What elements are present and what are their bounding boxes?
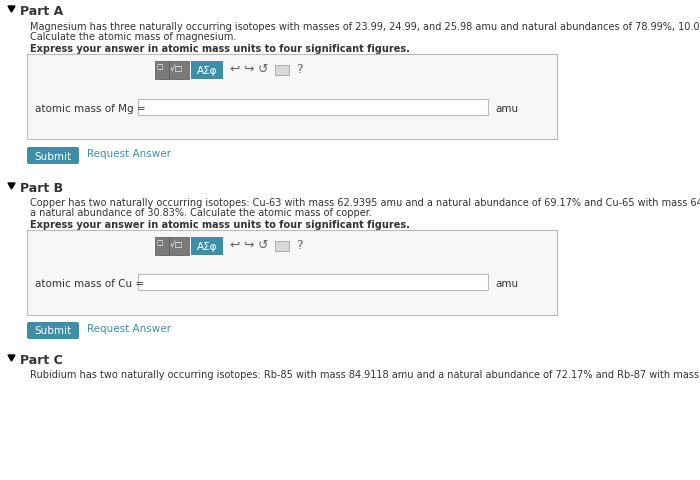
Text: Submit: Submit xyxy=(34,326,71,336)
Text: atomic mass of Cu =: atomic mass of Cu = xyxy=(35,278,144,288)
Text: a natural abundance of 30.83%. Calculate the atomic mass of copper.: a natural abundance of 30.83%. Calculate… xyxy=(30,207,372,217)
Bar xyxy=(138,275,488,290)
Bar xyxy=(275,66,289,76)
Text: Part A: Part A xyxy=(20,5,63,18)
Text: AΣφ: AΣφ xyxy=(197,241,217,252)
Bar xyxy=(191,238,223,255)
Text: Part C: Part C xyxy=(20,353,63,366)
Text: Express your answer in atomic mass units to four significant figures.: Express your answer in atomic mass units… xyxy=(30,219,410,229)
Text: Calculate the atomic mass of magnesium.: Calculate the atomic mass of magnesium. xyxy=(30,32,237,42)
Text: AΣφ: AΣφ xyxy=(197,66,217,76)
Text: atomic mass of Mg =: atomic mass of Mg = xyxy=(35,104,146,114)
FancyBboxPatch shape xyxy=(27,323,79,339)
Text: amu: amu xyxy=(495,104,518,114)
Text: Express your answer in atomic mass units to four significant figures.: Express your answer in atomic mass units… xyxy=(30,44,410,54)
Polygon shape xyxy=(8,184,15,190)
Bar xyxy=(27,230,557,315)
Text: Submit: Submit xyxy=(34,151,71,161)
Text: □: □ xyxy=(156,240,162,245)
Bar xyxy=(155,62,169,80)
Text: ↩: ↩ xyxy=(229,63,239,76)
Bar xyxy=(191,62,223,80)
Bar xyxy=(138,100,488,116)
Text: Magnesium has three naturally occurring isotopes with masses of 23.99, 24.99, an: Magnesium has three naturally occurring … xyxy=(30,22,700,32)
Text: ↩: ↩ xyxy=(229,239,239,252)
Text: Request Answer: Request Answer xyxy=(87,149,171,159)
Text: Part B: Part B xyxy=(20,181,63,194)
Bar xyxy=(169,62,189,80)
Text: √□: √□ xyxy=(170,240,183,249)
Text: Copper has two naturally occurring isotopes: Cu-63 with mass 62.9395 amu and a n: Copper has two naturally occurring isoto… xyxy=(30,198,700,207)
Text: Rubidium has two naturally occurring isotopes: Rb-85 with mass 84.9118 amu and a: Rubidium has two naturally occurring iso… xyxy=(30,369,700,379)
Text: Request Answer: Request Answer xyxy=(87,324,171,333)
Bar xyxy=(169,238,189,255)
Text: ?: ? xyxy=(296,63,302,76)
Text: ↪: ↪ xyxy=(243,239,253,252)
Text: ↪: ↪ xyxy=(243,63,253,76)
FancyBboxPatch shape xyxy=(27,148,79,165)
Text: □: □ xyxy=(156,64,162,70)
Bar xyxy=(155,238,169,255)
Text: ↺: ↺ xyxy=(258,63,269,76)
Bar xyxy=(27,55,557,140)
Text: ↺: ↺ xyxy=(258,239,269,252)
Bar xyxy=(275,241,289,252)
Polygon shape xyxy=(8,355,15,361)
Text: √□: √□ xyxy=(170,64,183,73)
Text: amu: amu xyxy=(495,278,518,288)
Polygon shape xyxy=(8,7,15,13)
Text: ?: ? xyxy=(296,239,302,252)
